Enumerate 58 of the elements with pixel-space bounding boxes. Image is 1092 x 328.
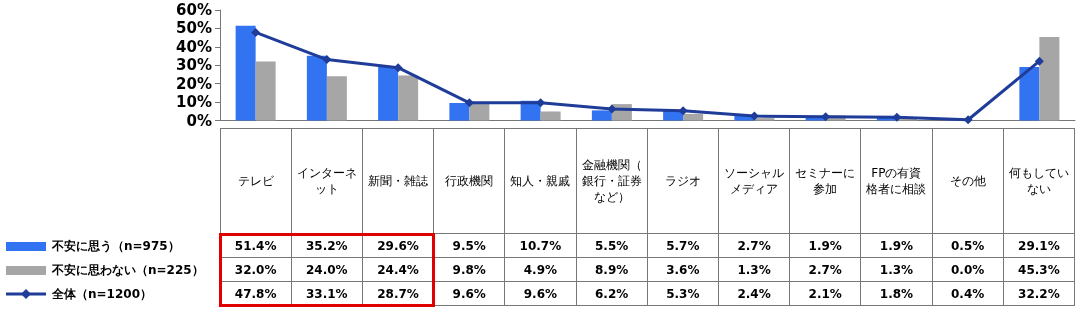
data-label: 2.1% <box>789 281 861 306</box>
data-label: 1.3% <box>860 257 933 282</box>
data-label: 2.7% <box>789 257 861 282</box>
data-label: 9.6% <box>504 281 577 306</box>
x-tick-label: 知人・親戚 <box>510 173 571 189</box>
data-label: 10.7% <box>504 233 577 258</box>
data-label: 9.5% <box>433 233 505 258</box>
data-label: 0.5% <box>932 233 1004 258</box>
legend-label: 全体（n=1200） <box>52 286 152 301</box>
x-tick-label: ラジオ <box>664 173 701 189</box>
data-label: 32.0% <box>220 257 292 282</box>
legend-label: 不安に思わない（n=225） <box>52 262 204 277</box>
x-tick-label: その他 <box>949 173 986 189</box>
data-label: 2.4% <box>718 281 790 306</box>
data-label: 1.8% <box>860 281 933 306</box>
data-label: 0.0% <box>932 257 1004 282</box>
x-tick-label: テレビ <box>237 173 274 189</box>
y-tick-label: 0% <box>186 111 212 130</box>
x-tick-label: 何もしていない <box>1007 165 1070 197</box>
x-tick-label: 行政機関 <box>445 173 494 189</box>
data-label: 24.0% <box>291 257 363 282</box>
data-label: 33.1% <box>291 281 363 306</box>
data-label: 1.9% <box>789 233 861 258</box>
data-label: 24.4% <box>362 257 434 282</box>
x-tick-label: ソーシャルメディア <box>723 165 785 197</box>
data-label: 6.2% <box>576 281 648 306</box>
y-tick-label: 10% <box>176 93 212 112</box>
x-tick-label: インターネット <box>295 165 358 197</box>
data-label: 1.9% <box>860 233 933 258</box>
y-tick-label: 20% <box>176 74 212 93</box>
y-tick-label: 60% <box>176 1 212 19</box>
data-label: 29.6% <box>362 233 434 258</box>
x-tick-label: 新聞・雑誌 <box>368 173 428 189</box>
data-label: 5.7% <box>647 233 719 258</box>
x-tick-label: セミナーに参加 <box>794 165 857 197</box>
data-label: 5.3% <box>647 281 719 306</box>
y-tick-label: 40% <box>176 37 212 56</box>
data-label: 51.4% <box>220 233 292 258</box>
data-label: 9.8% <box>433 257 505 282</box>
data-label: 29.1% <box>1003 233 1075 258</box>
data-label: 8.9% <box>576 257 648 282</box>
data-label: 2.7% <box>718 233 790 258</box>
data-label: 32.2% <box>1003 281 1075 306</box>
data-label: 28.7% <box>362 281 434 306</box>
data-label: 1.3% <box>718 257 790 282</box>
data-label: 5.5% <box>576 233 648 258</box>
data-label: 3.6% <box>647 257 719 282</box>
legend-label: 不安に思う（n=975） <box>52 238 180 253</box>
data-label: 4.9% <box>504 257 577 282</box>
y-tick-label: 50% <box>176 19 212 38</box>
x-tick-label: 金融機関（銀行・証券など） <box>580 157 643 205</box>
data-label: 47.8% <box>220 281 292 306</box>
y-tick-label: 30% <box>176 56 212 75</box>
data-label: 45.3% <box>1003 257 1075 282</box>
data-label: 35.2% <box>291 233 363 258</box>
x-tick-label: FPの有資格者に相談 <box>865 165 928 197</box>
data-label: 0.4% <box>932 281 1004 306</box>
data-label: 9.6% <box>433 281 505 306</box>
